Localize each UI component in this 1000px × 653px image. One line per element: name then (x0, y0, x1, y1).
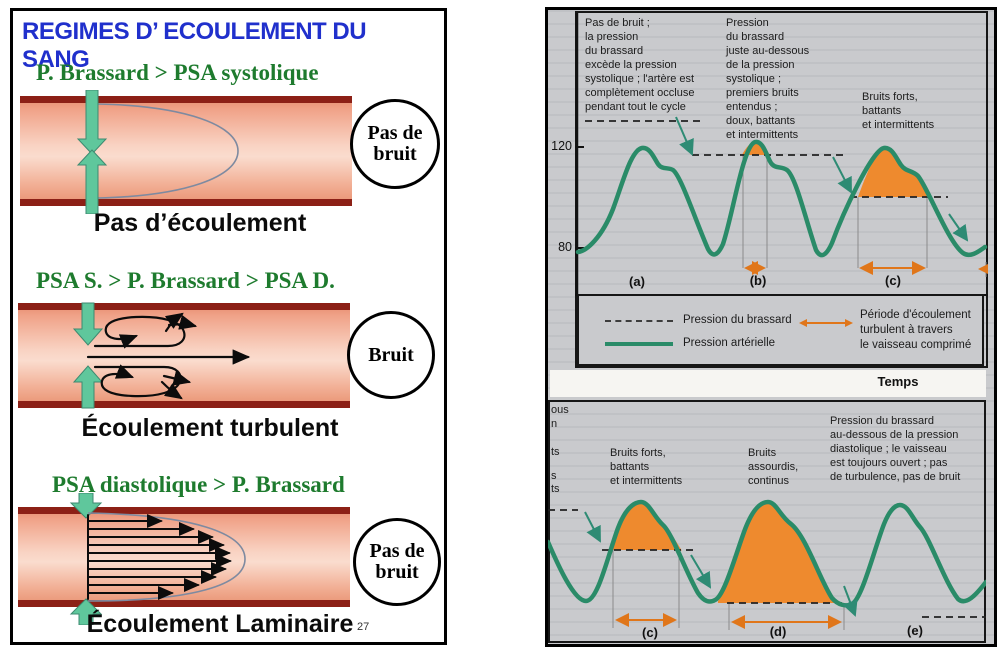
bottom-figure-frame (548, 400, 986, 643)
turbulent-fill-c (610, 502, 682, 551)
legend-solid-line-sample-icon (605, 342, 673, 346)
cuff-pressure-arrow-up-icon (76, 149, 108, 214)
slide-title: REGIMES D’ ECOULEMENT DU SANG (22, 18, 367, 73)
cut-text-fragment: ous (551, 404, 569, 416)
y-tick-120: 120 (551, 139, 572, 153)
legend-turbulent-label: Période d'écoulement turbulent à travers… (860, 309, 972, 351)
annotation-loud-sounds: Bruits forts, battants et intermittents (610, 447, 683, 487)
cut-text-fragment: ts (551, 483, 560, 495)
temps-band (550, 370, 986, 397)
arterial-pressure-wave (575, 139, 988, 258)
interval-label-e: (e) (907, 623, 923, 638)
deflation-arrows (584, 511, 858, 617)
deflation-arrows (675, 116, 969, 242)
vessel-wall-bottom (18, 600, 350, 607)
laminar-velocity-arrows (87, 514, 232, 600)
interval-label-c: (c) (642, 625, 658, 640)
cuff-pressure-arrow-down-icon (72, 302, 104, 346)
arterial-pressure-wave (548, 499, 986, 608)
vessel-wall-top (18, 303, 350, 310)
cut-text-fragment: n (551, 418, 558, 430)
chart-legend (577, 294, 984, 366)
annotation-cuff-below-diastolic: Pression du brassard au-dessous de la pr… (830, 415, 961, 483)
flow-label-no-flow: Pas d’écoulement (93, 209, 307, 237)
annotation-loud-sounds: Bruits forts, battants et intermittents (862, 91, 935, 131)
interval-label-d: (d) (769, 624, 787, 639)
turbulent-fill-c (858, 147, 927, 197)
vessel-wall-bottom (18, 401, 350, 408)
sound-circle-no-sound-2: Pas de bruit (353, 518, 441, 606)
annotation-first-sounds: Pression du brassard juste au-dessous de… (726, 17, 810, 141)
page-number: 27 (357, 621, 370, 633)
cuff-pressure-arrow-up-icon (69, 598, 103, 625)
vessel-lumen (20, 96, 352, 206)
legend-orange-arrow-sample-icon (799, 319, 853, 327)
cuff-pressure-arrow-down-icon (69, 493, 103, 519)
interval-label-c: (c) (885, 273, 901, 288)
cut-text-fragment: s (551, 470, 557, 482)
interval-label-b: (b) (749, 273, 767, 288)
vessel-turbulent-diagram (18, 302, 350, 409)
legend-cuff-label: Pression du brassard (683, 314, 792, 326)
turbulent-interval-arrows (615, 613, 842, 629)
annotation-cuff-above-systolic: Pas de bruit ; la pression du brassard e… (585, 17, 695, 113)
flow-label-turbulent: Écoulement turbulent (81, 414, 339, 442)
cut-text-fragment: ts (551, 446, 560, 458)
annotation-muffled-sounds: Bruits assourdis, continus (748, 447, 799, 487)
section2-header: PSA S. > P. Brassard > PSA D. (36, 268, 335, 293)
sound-circle-sound: Bruit (347, 311, 435, 399)
y-tick-80: 80 (558, 240, 572, 254)
bottom-pressure-chart (548, 499, 986, 630)
turbulent-interval-arrows (744, 261, 988, 276)
cuff-pressure-arrow-down-icon (76, 90, 108, 155)
flow-label-laminar: Écoulement Laminaire (86, 610, 354, 638)
vessel-wall-bottom (20, 199, 352, 206)
vessel-occluded-diagram (20, 90, 352, 214)
interval-label-a: (a) (629, 274, 645, 289)
vessel-lumen (18, 303, 350, 408)
legend-arterial-label: Pression artérielle (683, 337, 776, 349)
x-axis-label-temps: Temps (877, 374, 919, 389)
section1-header: P. Brassard > PSA systolique (36, 60, 319, 85)
legend-dashed-line-sample-icon (605, 320, 673, 322)
vessel-laminar-diagram (18, 493, 350, 625)
turbulent-flow-arrows (86, 312, 251, 400)
vessel-wall-top (18, 507, 350, 514)
section3-header: PSA diastolique > P. Brassard (52, 472, 345, 497)
flow-profile-outline (97, 103, 239, 199)
vessel-wall-top (20, 96, 352, 103)
sound-circle-no-sound-1: Pas de bruit (350, 99, 440, 189)
cuff-pressure-arrow-up-icon (72, 365, 104, 409)
